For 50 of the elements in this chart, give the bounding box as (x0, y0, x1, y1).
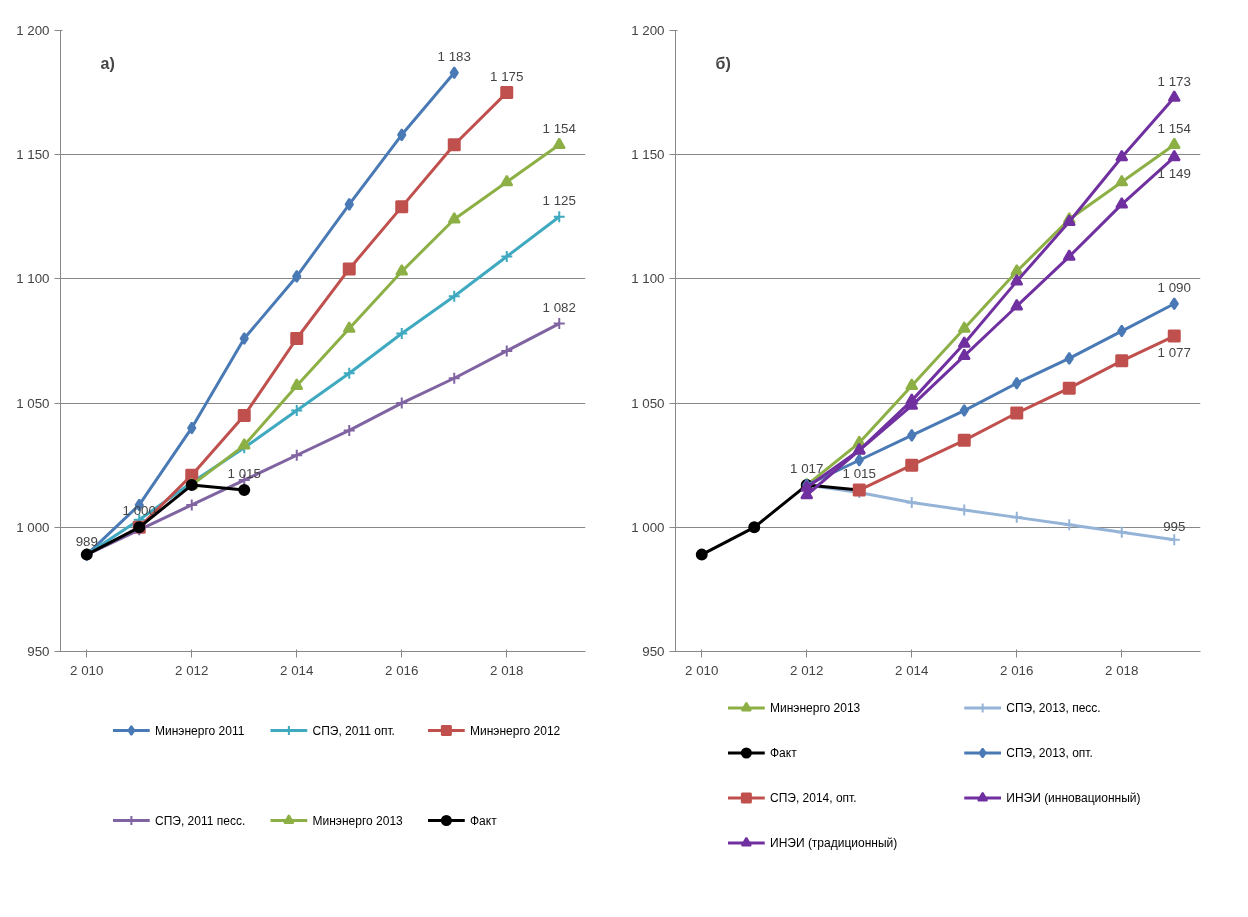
annotation: 989 (75, 533, 98, 549)
legend-label: Минэнерго 2011 (155, 723, 245, 738)
legend-label: Факт (770, 746, 798, 760)
x-tick-label: 2 016 (385, 662, 419, 678)
annotation: 1 149 (1157, 166, 1191, 182)
y-tick-label: 1 050 (16, 395, 50, 411)
y-tick-label: 950 (642, 644, 665, 659)
annotation: 1 125 (542, 192, 576, 208)
annotation: 1 154 (1157, 120, 1192, 136)
annotation: 1 173 (1157, 73, 1191, 89)
y-tick-label: 1 200 (631, 23, 665, 38)
y-tick-label: 1 000 (16, 519, 50, 535)
annotation: 1 090 (1157, 279, 1191, 295)
y-tick-label: 1 000 (631, 519, 665, 535)
legend-label: Факт (470, 813, 498, 828)
legend-label: Минэнерго 2013 (312, 813, 404, 828)
x-tick-label: 2 012 (175, 662, 209, 678)
x-tick-label: 2 010 (685, 662, 719, 678)
annotation: 1 017 (790, 461, 824, 477)
legend-label: ИНЭИ (инновационный) (1006, 791, 1141, 805)
legend-label: СПЭ, 2013, опт. (1006, 746, 1093, 760)
legend-label: Минэнерго 2012 (470, 723, 561, 738)
text: б) (715, 54, 731, 72)
annotation: 1 015 (842, 466, 876, 482)
legend-label: СПЭ, 2014, опт. (770, 791, 857, 805)
x-tick-label: 2 018 (1105, 662, 1139, 678)
y-tick-label: 1 150 (631, 147, 665, 163)
annotation: 1 183 (437, 48, 471, 64)
legend-label: ИНЭИ (традиционный) (770, 836, 898, 850)
y-tick-label: 1 200 (16, 23, 50, 38)
y-tick-label: 1 100 (631, 271, 665, 287)
x-tick-label: 2 010 (70, 662, 104, 678)
annotation: 1 077 (1157, 345, 1191, 361)
y-tick-label: 1 050 (631, 395, 665, 411)
x-tick-label: 2 016 (1000, 662, 1034, 678)
annotation: 1 154 (542, 120, 577, 136)
annotation: 1 175 (490, 68, 524, 84)
legend-label: СПЭ, 2011 опт. (312, 723, 395, 738)
text: а) (100, 54, 115, 72)
annotation: 1 082 (542, 299, 576, 315)
legend-label: СПЭ, 2013, песс. (1006, 701, 1101, 715)
x-tick-label: 2 014 (895, 662, 930, 678)
x-tick-label: 2 014 (280, 662, 315, 678)
x-tick-label: 2 012 (790, 662, 824, 678)
y-tick-label: 1 100 (16, 271, 50, 287)
y-tick-label: 950 (27, 644, 50, 659)
y-tick-label: 1 150 (16, 147, 50, 163)
legend-label: Минэнерго 2013 (770, 701, 861, 715)
x-tick-label: 2 018 (490, 662, 524, 678)
legend-label: СПЭ, 2011 песс. (155, 813, 246, 828)
